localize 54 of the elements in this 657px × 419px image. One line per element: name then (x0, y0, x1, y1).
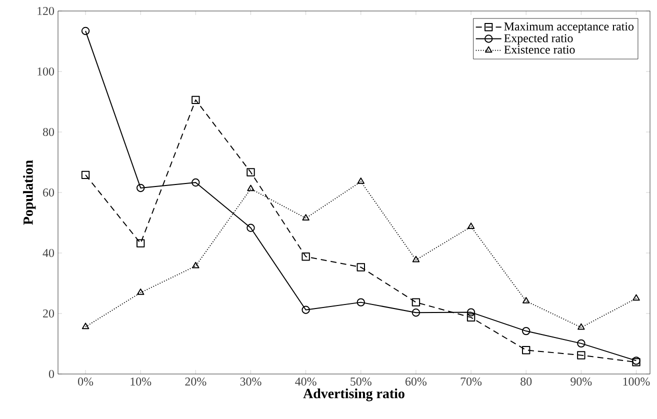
point (412, 308, 420, 317)
point (136, 239, 145, 248)
point (302, 306, 310, 314)
point (192, 96, 200, 104)
point (466, 313, 476, 322)
point (522, 326, 530, 336)
x-tick-label: 70% (460, 378, 482, 386)
point (82, 322, 90, 330)
point (302, 214, 310, 221)
point (522, 346, 530, 354)
point (81, 26, 90, 36)
y-axis-title: Population (23, 160, 36, 225)
x-tick-label: 20% (185, 378, 206, 386)
point (246, 168, 255, 176)
point (357, 178, 365, 184)
point (356, 298, 365, 306)
x-tick-label: 0% (78, 378, 94, 386)
point (632, 294, 640, 301)
y-tick-label: 80 (42, 128, 54, 136)
legend-label: Maximum acceptance ratio (504, 22, 634, 33)
x-tick-label: 100% (623, 378, 650, 386)
point (412, 256, 420, 262)
x-tick-label: 10% (130, 378, 152, 386)
legend-label: Expected ratio (504, 34, 573, 45)
point (466, 308, 476, 316)
x-tick-label: 50% (350, 378, 372, 386)
y-tick-label: 0 (48, 370, 54, 378)
y-tick-label: 20 (43, 309, 54, 318)
y-tick-label: 120 (38, 6, 54, 16)
point (192, 178, 200, 187)
point (136, 288, 144, 295)
point (81, 170, 90, 180)
point (577, 339, 586, 348)
x-tick-label: 80 (520, 378, 532, 386)
x-tick-label: 60% (406, 378, 426, 386)
point (467, 222, 475, 229)
point (522, 296, 530, 304)
point (577, 351, 586, 360)
x-axis-title: Advertising ratio (303, 388, 404, 402)
point (192, 262, 200, 268)
y-tick-label: 40 (42, 248, 54, 258)
y-tick-label: 100 (38, 67, 54, 76)
point (136, 184, 145, 192)
point (247, 184, 254, 192)
point (246, 224, 255, 232)
x-tick-label: 30% (240, 378, 262, 386)
x-tick-label: 40% (295, 378, 316, 386)
point (578, 323, 585, 330)
point (302, 252, 310, 261)
point (356, 263, 365, 272)
point (412, 298, 420, 306)
x-tick-label: 90% (570, 378, 592, 386)
y-tick-label: 60 (43, 188, 54, 197)
legend-label: Existence ratio (504, 46, 575, 54)
